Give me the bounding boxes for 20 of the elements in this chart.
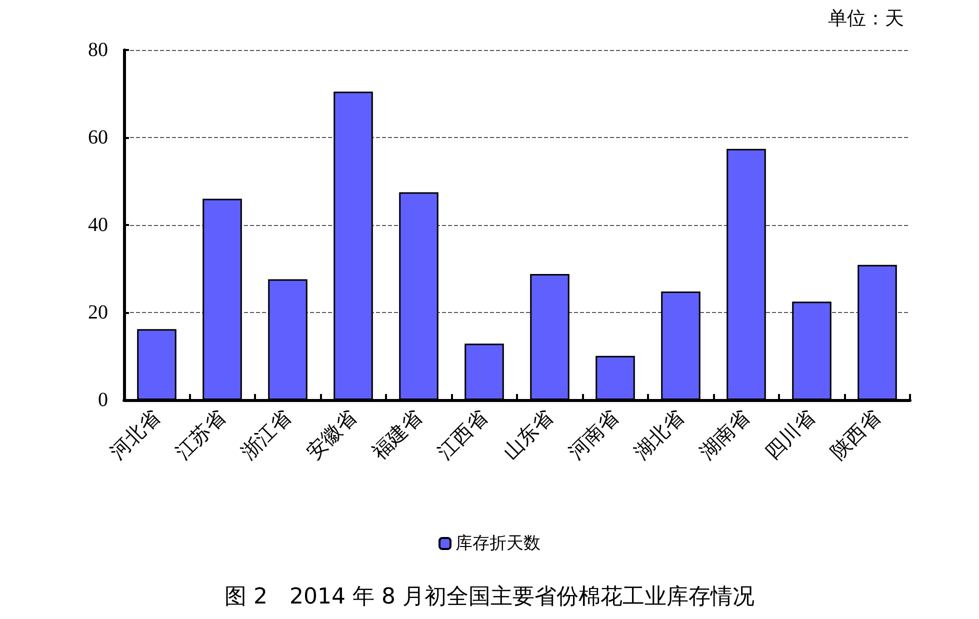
x-tick-label: 四川省	[762, 406, 820, 464]
x-tick-label: 江西省	[434, 406, 492, 464]
text: 图 2 2014 年 8 月初全国主要省份棉花工业库存情况	[224, 584, 754, 610]
legend-label: 库存折天数	[456, 534, 540, 554]
x-tick-label: 山东省	[500, 406, 558, 464]
x-tick-label: 河南省	[565, 406, 624, 464]
y-axis-title: 单位：天	[828, 8, 904, 30]
x-tick-label: 河北省	[106, 406, 165, 464]
x-tick-label: 江苏省	[172, 406, 230, 464]
x-tick-label: 湖南省	[696, 406, 754, 464]
y-tick-label: 80	[88, 39, 108, 61]
x-tick-label: 浙江省	[238, 406, 296, 464]
x-tick-label: 福建省	[368, 406, 427, 464]
x-tick-label: 湖北省	[630, 406, 689, 464]
y-tick-label: 60	[88, 126, 108, 148]
x-tick-label: 陕西省	[827, 406, 886, 464]
y-tick-label: 40	[88, 214, 108, 236]
y-tick-label: 0	[98, 389, 108, 411]
y-tick-label: 20	[88, 302, 108, 324]
x-tick-label: 安徽省	[303, 406, 362, 464]
